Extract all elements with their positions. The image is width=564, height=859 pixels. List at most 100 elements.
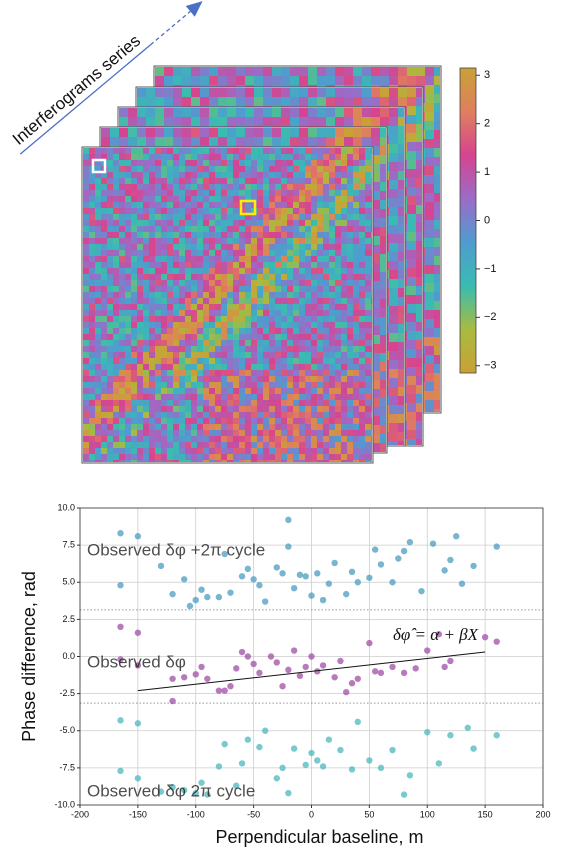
pixel	[425, 283, 434, 292]
pixel	[398, 342, 404, 351]
pixel	[344, 67, 353, 76]
pixel	[398, 261, 404, 270]
pixel	[416, 385, 422, 394]
pixel	[380, 117, 389, 126]
pixel	[380, 88, 389, 97]
pixel	[308, 108, 317, 117]
pixel	[389, 108, 398, 117]
pixel	[161, 154, 167, 160]
pixel	[353, 154, 359, 160]
pixel	[173, 108, 182, 117]
pixel	[398, 378, 404, 387]
pixel	[182, 128, 191, 137]
pixel	[398, 297, 404, 306]
pixel	[146, 88, 155, 97]
pixel	[341, 148, 347, 154]
pixel	[380, 76, 389, 85]
pixel	[335, 67, 344, 76]
pixel	[371, 108, 380, 117]
pixel	[434, 67, 440, 76]
pixel	[407, 430, 416, 439]
pixel	[407, 124, 416, 133]
pixel	[311, 148, 317, 154]
pixel	[425, 328, 434, 337]
pixel	[263, 137, 272, 146]
pixel	[317, 154, 323, 160]
pixel	[389, 180, 398, 189]
pixel	[398, 351, 404, 360]
pixel	[326, 97, 335, 106]
pixel	[155, 88, 164, 97]
pixel	[434, 202, 440, 211]
pixel	[416, 241, 422, 250]
pixel	[380, 380, 386, 389]
pixel	[398, 153, 404, 162]
pixel	[131, 154, 137, 160]
pixel	[434, 274, 440, 283]
pixel	[290, 137, 299, 146]
pixel	[182, 117, 191, 126]
pixel	[200, 97, 209, 106]
pixel	[416, 187, 422, 196]
pixel	[380, 443, 386, 452]
pixel	[434, 373, 440, 382]
pixel	[179, 154, 185, 160]
pixel	[299, 108, 308, 117]
pixel	[416, 178, 422, 187]
pixel	[308, 76, 317, 85]
pixel	[389, 144, 398, 153]
pixel	[263, 148, 269, 154]
pixel	[107, 154, 113, 160]
pixel	[389, 126, 398, 135]
pixel	[353, 67, 362, 76]
pixel	[407, 421, 416, 430]
pixel	[191, 88, 200, 97]
pixel	[407, 214, 416, 223]
pixel	[137, 148, 143, 154]
pixel	[272, 88, 281, 97]
pixel	[113, 148, 119, 154]
pixel	[434, 85, 440, 94]
pixel	[119, 117, 128, 126]
pixel	[434, 175, 440, 184]
pixel	[398, 324, 404, 333]
pixel	[137, 128, 146, 137]
pixel	[407, 403, 416, 412]
pixel	[236, 137, 245, 146]
pixel	[389, 97, 398, 106]
pixel	[407, 313, 416, 322]
pixel	[131, 148, 137, 154]
pixel	[398, 171, 404, 180]
pixel	[269, 148, 275, 154]
pixel	[407, 259, 416, 268]
pixel	[245, 117, 254, 126]
pixel	[425, 400, 434, 409]
pixel	[389, 117, 398, 126]
pixel	[434, 148, 440, 157]
pixel	[380, 164, 386, 173]
pixel	[221, 148, 227, 154]
pixel	[389, 243, 398, 252]
pixel	[425, 238, 434, 247]
pixel	[119, 108, 128, 117]
pixel	[227, 128, 236, 137]
pixel	[380, 299, 386, 308]
pixel	[389, 387, 398, 396]
pixel	[293, 154, 299, 160]
pixel	[380, 146, 386, 155]
pixel	[407, 340, 416, 349]
pixel	[434, 238, 440, 247]
pixel	[149, 148, 155, 154]
pixel	[371, 128, 380, 137]
pixel	[257, 154, 263, 160]
pixel	[398, 76, 407, 85]
pixel	[215, 154, 221, 160]
pixel	[155, 97, 164, 106]
pixel	[389, 351, 398, 360]
pixel	[398, 88, 407, 97]
pixel	[287, 148, 293, 154]
pixel	[221, 154, 227, 160]
pixel	[203, 148, 209, 154]
pixel	[245, 154, 251, 160]
pixel	[389, 162, 398, 171]
